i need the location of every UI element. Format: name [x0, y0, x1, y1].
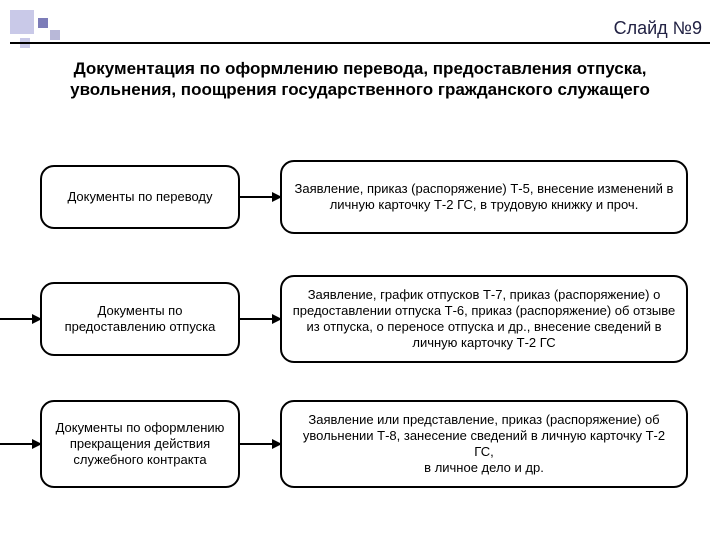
header-rule — [10, 42, 710, 44]
side-arrow-3 — [0, 443, 40, 445]
left-box-vacation: Документы по предоставлению отпуска — [40, 282, 240, 356]
left-label: Документы по переводу — [67, 189, 212, 205]
right-box-transfer: Заявление, приказ (распоряжение) Т-5, вн… — [280, 160, 688, 234]
slide-number: Слайд №9 — [614, 18, 702, 39]
slide-title: Документация по оформлению перевода, пре… — [60, 58, 660, 101]
arrow-3 — [240, 443, 280, 445]
right-box-vacation: Заявление, график отпусков Т-7, приказ (… — [280, 275, 688, 363]
right-label: Заявление, приказ (распоряжение) Т-5, вн… — [292, 181, 676, 214]
right-label: Заявление, график отпусков Т-7, приказ (… — [292, 287, 676, 352]
deco-square-small-2 — [50, 30, 60, 40]
arrow-2 — [240, 318, 280, 320]
deco-square-large — [10, 10, 34, 34]
left-label: Документы по предоставлению отпуска — [52, 303, 228, 336]
left-box-termination: Документы по оформлению прекращения дейс… — [40, 400, 240, 488]
left-label: Документы по оформлению прекращения дейс… — [52, 420, 228, 469]
side-arrow-2 — [0, 318, 40, 320]
arrow-1 — [240, 196, 280, 198]
right-label: Заявление или представление, приказ (рас… — [292, 412, 676, 477]
right-box-termination: Заявление или представление, приказ (рас… — [280, 400, 688, 488]
deco-square-small-1 — [38, 18, 48, 28]
left-box-transfer: Документы по переводу — [40, 165, 240, 229]
